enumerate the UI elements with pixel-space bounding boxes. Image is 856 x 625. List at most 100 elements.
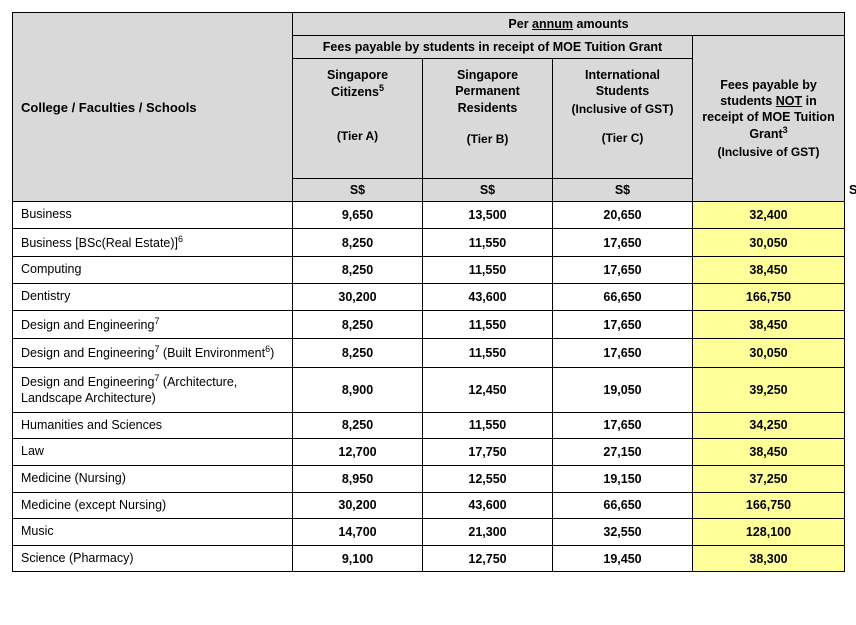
table-row: Medicine (Nursing)8,95012,55019,15037,25… [13, 465, 845, 492]
cell-c: 19,050 [553, 368, 693, 412]
cell-a: 8,250 [293, 339, 423, 368]
row-name: Medicine (except Nursing) [13, 492, 293, 519]
cell-d: 38,450 [693, 257, 845, 284]
tier-a-label: (Tier A) [299, 101, 416, 143]
row-name: Design and Engineering7 (Built Environme… [13, 339, 293, 368]
table-body: Business9,65013,50020,65032,400Business … [13, 202, 845, 572]
cell-b: 11,550 [423, 339, 553, 368]
per-annum-suffix: amounts [573, 17, 629, 31]
table-row: Law12,70017,75027,15038,450 [13, 439, 845, 466]
header-col-b: Singapore Permanent Residents (Tier B) [423, 59, 553, 179]
currency-c: S$ [553, 179, 693, 202]
cell-d: 166,750 [693, 284, 845, 311]
cell-d: 38,450 [693, 310, 845, 339]
col-b-label: Singapore Permanent Residents [429, 67, 546, 116]
table-row: Computing8,25011,55017,65038,450 [13, 257, 845, 284]
cell-a: 8,900 [293, 368, 423, 412]
cell-d: 128,100 [693, 519, 845, 546]
currency-b: S$ [423, 179, 553, 202]
header-row-label: College / Faculties / Schools [13, 13, 293, 202]
cell-a: 8,250 [293, 310, 423, 339]
header-col-c: International Students (Inclusive of GST… [553, 59, 693, 179]
row-name: Humanities and Sciences [13, 412, 293, 439]
row-name: Dentistry [13, 284, 293, 311]
header-grant-span: Fees payable by students in receipt of M… [293, 36, 693, 59]
table-row: Humanities and Sciences8,25011,55017,650… [13, 412, 845, 439]
table-row: Design and Engineering78,25011,55017,650… [13, 310, 845, 339]
table-row: Science (Pharmacy)9,10012,75019,45038,30… [13, 545, 845, 572]
cell-b: 12,550 [423, 465, 553, 492]
currency-a: S$ [293, 179, 423, 202]
table-row: Business [BSc(Real Estate)]68,25011,5501… [13, 228, 845, 257]
cell-a: 12,700 [293, 439, 423, 466]
col-a-sup: 5 [379, 83, 384, 93]
no-grant-not: NOT [776, 94, 802, 108]
table-row: Medicine (except Nursing)30,20043,60066,… [13, 492, 845, 519]
cell-b: 11,550 [423, 228, 553, 257]
row-name: Law [13, 439, 293, 466]
no-grant-gst: (Inclusive of GST) [699, 145, 838, 161]
cell-b: 11,550 [423, 257, 553, 284]
cell-b: 43,600 [423, 492, 553, 519]
fees-table: College / Faculties / Schools Per annum … [12, 12, 845, 572]
cell-c: 17,650 [553, 339, 693, 368]
cell-c: 32,550 [553, 519, 693, 546]
cell-b: 11,550 [423, 310, 553, 339]
cell-d: 37,250 [693, 465, 845, 492]
cell-b: 13,500 [423, 202, 553, 229]
cell-c: 20,650 [553, 202, 693, 229]
row-name: Music [13, 519, 293, 546]
tier-c-label: (Tier C) [559, 117, 686, 145]
row-name: Science (Pharmacy) [13, 545, 293, 572]
cell-b: 12,450 [423, 368, 553, 412]
cell-d: 30,050 [693, 339, 845, 368]
table-row: Design and Engineering7 (Built Environme… [13, 339, 845, 368]
cell-d: 38,300 [693, 545, 845, 572]
no-grant-sup: 3 [783, 125, 788, 135]
cell-c: 27,150 [553, 439, 693, 466]
cell-d: 166,750 [693, 492, 845, 519]
cell-c: 17,650 [553, 412, 693, 439]
tier-b-label: (Tier B) [429, 116, 546, 146]
row-name: Business [BSc(Real Estate)]6 [13, 228, 293, 257]
row-name: Computing [13, 257, 293, 284]
row-name: Medicine (Nursing) [13, 465, 293, 492]
cell-c: 66,650 [553, 492, 693, 519]
cell-d: 38,450 [693, 439, 845, 466]
cell-a: 14,700 [293, 519, 423, 546]
cell-c: 66,650 [553, 284, 693, 311]
row-name: Business [13, 202, 293, 229]
cell-b: 11,550 [423, 412, 553, 439]
cell-a: 9,650 [293, 202, 423, 229]
cell-b: 43,600 [423, 284, 553, 311]
cell-c: 17,650 [553, 310, 693, 339]
cell-c: 19,150 [553, 465, 693, 492]
col-c-gst: (Inclusive of GST) [559, 102, 686, 118]
cell-d: 34,250 [693, 412, 845, 439]
header-no-grant: Fees payable by students NOT in receipt … [693, 36, 845, 202]
row-name: Design and Engineering7 (Architecture, L… [13, 368, 293, 412]
cell-c: 17,650 [553, 257, 693, 284]
cell-c: 17,650 [553, 228, 693, 257]
header-per-annum: Per annum amounts [293, 13, 845, 36]
row-name: Design and Engineering7 [13, 310, 293, 339]
cell-d: 39,250 [693, 368, 845, 412]
cell-a: 8,250 [293, 257, 423, 284]
cell-a: 9,100 [293, 545, 423, 572]
cell-b: 12,750 [423, 545, 553, 572]
cell-a: 30,200 [293, 284, 423, 311]
cell-b: 17,750 [423, 439, 553, 466]
table-row: Dentistry30,20043,60066,650166,750 [13, 284, 845, 311]
cell-a: 30,200 [293, 492, 423, 519]
cell-b: 21,300 [423, 519, 553, 546]
cell-a: 8,250 [293, 412, 423, 439]
table-row: Design and Engineering7 (Architecture, L… [13, 368, 845, 412]
cell-c: 19,450 [553, 545, 693, 572]
header-col-a: Singapore Citizens5 (Tier A) [293, 59, 423, 179]
cell-d: 32,400 [693, 202, 845, 229]
per-annum-underlined: annum [532, 17, 573, 31]
per-annum-prefix: Per [508, 17, 532, 31]
table-row: Business9,65013,50020,65032,400 [13, 202, 845, 229]
table-row: Music14,70021,30032,550128,100 [13, 519, 845, 546]
cell-a: 8,250 [293, 228, 423, 257]
